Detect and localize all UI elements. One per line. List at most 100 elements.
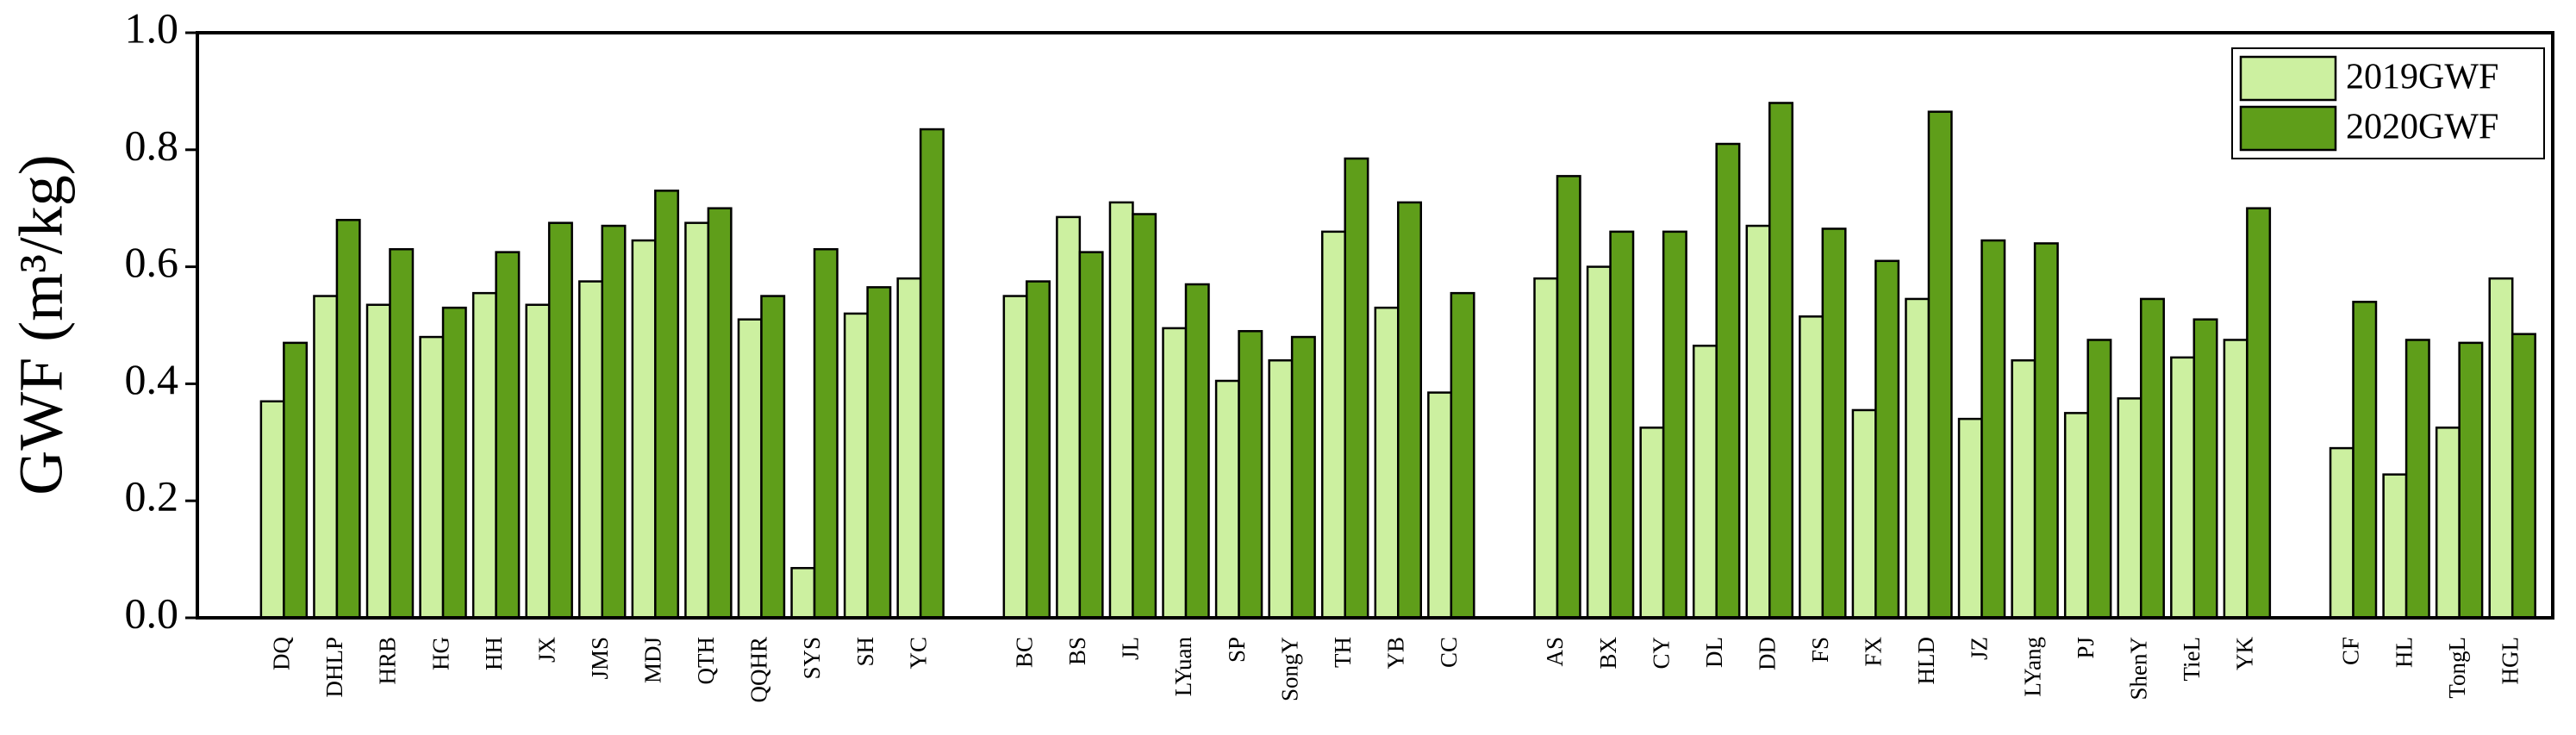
bar	[1290, 335, 1316, 620]
x-tick-label: JZ	[1967, 637, 1993, 660]
bar	[1533, 277, 1559, 620]
bar	[760, 295, 786, 620]
bar	[1874, 259, 1900, 620]
x-tick-label: SongY	[1276, 637, 1302, 701]
x-tick-label: SH	[852, 637, 878, 667]
x-tick-label: HG	[427, 637, 453, 670]
bar	[2223, 339, 2249, 620]
bar	[866, 286, 892, 620]
bar	[578, 280, 604, 620]
bar	[654, 190, 680, 620]
bar	[2033, 242, 2059, 620]
x-tick-label: QQHR	[746, 637, 772, 703]
legend-label: 2019GWF	[2346, 58, 2498, 97]
bar	[2329, 446, 2355, 620]
bar	[1851, 408, 1877, 620]
bar	[2011, 358, 2036, 620]
bar	[2246, 207, 2272, 620]
legend-swatch	[2239, 55, 2337, 102]
bar	[1662, 230, 1687, 620]
bar	[1397, 201, 1423, 620]
y-tick-label: 1.0	[125, 3, 179, 52]
y-tick-label: 0.0	[125, 589, 179, 637]
bar	[1745, 224, 1771, 620]
bar	[2404, 339, 2430, 620]
bar	[2488, 277, 2514, 620]
y-axis-label: GWF (m³/kg)	[7, 154, 76, 495]
x-tick-label: FS	[1807, 637, 1833, 663]
bar	[1427, 391, 1453, 620]
bar	[1957, 417, 1983, 620]
x-tick-label: HH	[481, 637, 507, 670]
x-tick-label: BS	[1064, 637, 1090, 665]
bar	[1132, 213, 1157, 620]
y-tick-label: 0.4	[125, 355, 179, 403]
bar	[1821, 227, 1847, 620]
bar	[1609, 230, 1635, 620]
bar	[813, 247, 839, 620]
y-tick-label: 0.6	[125, 238, 179, 286]
bar	[1238, 330, 1263, 620]
bar	[2352, 301, 2378, 620]
x-tick-label: YK	[2232, 637, 2258, 670]
bar	[1214, 379, 1240, 620]
bar	[1692, 345, 1718, 620]
bar	[2086, 339, 2112, 620]
bar	[631, 239, 657, 620]
bar	[2192, 318, 2218, 620]
bar	[525, 303, 551, 620]
bar	[419, 335, 445, 620]
legend-swatch	[2239, 105, 2337, 152]
x-tick-label: JL	[1118, 637, 1144, 660]
bar	[1108, 201, 1134, 620]
x-tick-label: TongL	[2444, 637, 2470, 699]
bar	[283, 341, 309, 620]
bar	[335, 219, 361, 620]
bar	[2382, 473, 2408, 620]
y-tick-label: 0.2	[125, 472, 179, 520]
bar	[1162, 327, 1188, 620]
bar	[441, 306, 467, 620]
bar	[1026, 280, 1051, 620]
x-tick-label: BC	[1012, 637, 1038, 668]
bar	[495, 251, 521, 620]
bar	[843, 312, 869, 620]
x-tick-label: YB	[1382, 637, 1408, 670]
x-tick-label: DD	[1754, 637, 1780, 670]
bar	[389, 247, 415, 620]
x-tick-label: TieL	[2179, 637, 2205, 682]
x-tick-label: CF	[2338, 637, 2364, 665]
bar	[684, 221, 710, 620]
bar	[1799, 315, 1824, 620]
x-tick-label: ShenY	[2125, 637, 2151, 701]
x-tick-label: LYuan	[1170, 637, 1196, 697]
x-tick-label: CY	[1648, 637, 1674, 670]
x-tick-label: HGL	[2497, 637, 2523, 685]
bar	[1374, 306, 1400, 620]
x-tick-label: SP	[1224, 637, 1250, 663]
bar	[1320, 230, 1346, 620]
bar	[2435, 427, 2461, 620]
y-tick-label: 0.8	[125, 121, 179, 169]
x-tick-label: HRB	[375, 637, 401, 685]
x-tick-label: TH	[1330, 637, 1356, 668]
bar	[1056, 215, 1082, 620]
x-tick-label: DQ	[269, 637, 295, 670]
bar	[601, 224, 627, 620]
x-tick-label: YC	[905, 637, 931, 670]
bar	[1586, 265, 1612, 620]
x-tick-label: FX	[1861, 636, 1887, 666]
bar	[896, 277, 922, 620]
x-tick-label: LYang	[2019, 637, 2045, 697]
bar	[2170, 356, 2196, 620]
bar	[2511, 333, 2536, 620]
bar	[1556, 175, 1581, 620]
bar	[1268, 358, 1294, 620]
bar	[1905, 297, 1930, 620]
bar	[737, 318, 763, 620]
x-tick-label: DL	[1701, 637, 1727, 668]
x-tick-label: SYS	[799, 637, 825, 680]
bar	[2458, 341, 2484, 620]
bar	[1715, 142, 1741, 620]
